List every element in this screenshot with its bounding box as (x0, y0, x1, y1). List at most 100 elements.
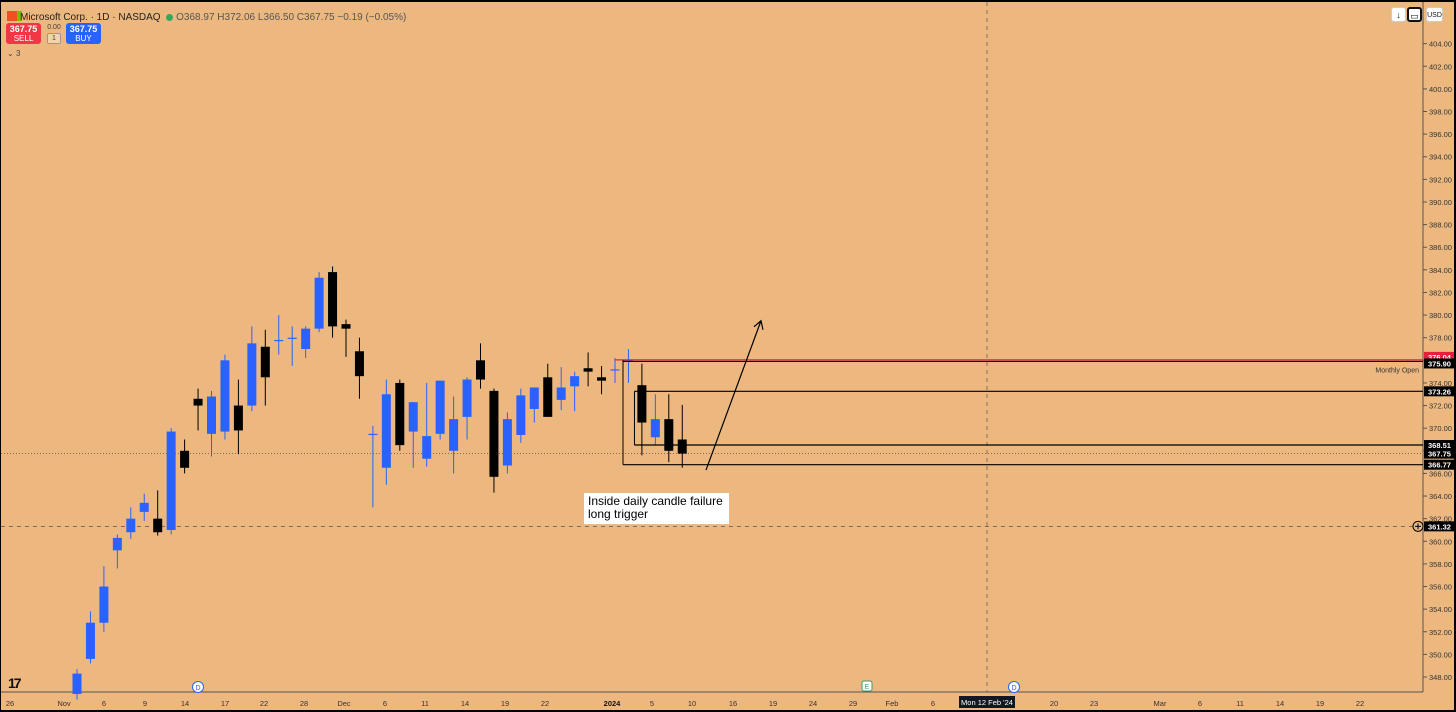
sell-label: SELL (13, 34, 34, 43)
candle (462, 377, 472, 440)
time-tick-label: 17 (221, 699, 229, 708)
candle-body (422, 436, 432, 459)
tradingview-logo[interactable]: 17 (8, 675, 22, 691)
candle-body (556, 387, 566, 400)
price-tick-label: 400.00 (1429, 85, 1452, 94)
screenshot-icon[interactable]: ▭ (1407, 7, 1422, 22)
candle (395, 379, 405, 451)
price-tick-label: 354.00 (1429, 605, 1452, 614)
price-label-text: 366.77 (1428, 461, 1451, 470)
candle-body (328, 272, 338, 327)
candle-body (597, 377, 607, 381)
market-status-icon (166, 13, 174, 21)
time-tick-label: 22 (541, 699, 549, 708)
price-tick-label: 380.00 (1429, 311, 1452, 320)
candle (153, 490, 163, 536)
candle (193, 388, 203, 431)
candle (637, 363, 647, 456)
price-label-box (1424, 440, 1454, 451)
price-tick-label: 356.00 (1429, 583, 1452, 592)
candle (597, 365, 607, 395)
price-tick-label: 402.00 (1429, 62, 1452, 71)
price-tick-label: 386.00 (1429, 243, 1452, 252)
candle-body (287, 337, 297, 339)
candle (85, 611, 95, 664)
candle-body (139, 502, 149, 512)
indicators-toggle[interactable]: ⌄ 3 (7, 49, 20, 58)
candle (381, 379, 391, 485)
candle (328, 266, 338, 338)
price-label-text: 368.51 (1428, 441, 1451, 450)
download-icon[interactable]: ↓ (1391, 7, 1406, 22)
price-tick-label: 384.00 (1429, 266, 1452, 275)
event-marker: D (1008, 681, 1020, 693)
price-tick-label: 348.00 (1429, 673, 1452, 682)
candle (650, 394, 660, 446)
candle (233, 379, 243, 455)
candle (247, 326, 257, 412)
annotation-line2: long trigger (588, 507, 649, 521)
candle-body (395, 382, 405, 446)
candle (72, 669, 82, 700)
candle (139, 493, 149, 521)
candle (610, 358, 620, 383)
candle-body (126, 518, 136, 533)
sell-button[interactable]: 367.75 SELL (6, 23, 41, 44)
candle (556, 367, 566, 411)
candle-body (274, 339, 284, 342)
time-tick-label: 26 (6, 699, 14, 708)
candle (529, 387, 539, 423)
time-tick-label: 23 (1090, 699, 1098, 708)
candle (435, 380, 445, 440)
candle-body (166, 431, 176, 530)
candle (166, 428, 176, 535)
time-tick-label: 19 (501, 699, 509, 708)
price-tick-label: 366.00 (1429, 469, 1452, 478)
price-label-box (1424, 448, 1454, 459)
price-label-text: 367.75 (1428, 450, 1451, 459)
candle-body (583, 368, 593, 372)
crosshair-plus-icon (1412, 520, 1424, 532)
price-label-text: 373.26 (1428, 387, 1451, 396)
earnings-marker-icon (861, 680, 873, 692)
candle (287, 326, 297, 366)
time-tick-label: 11 (421, 699, 429, 708)
quantity-field[interactable]: 1 (47, 33, 61, 44)
candle (489, 388, 499, 493)
candle-body (85, 622, 95, 659)
candle-body (72, 673, 82, 694)
candle-body (381, 394, 391, 468)
annotation-line1: Inside daily candle failure (588, 494, 723, 508)
price-tick-label: 392.00 (1429, 175, 1452, 184)
price-label-text: 361.32 (1428, 522, 1451, 531)
time-tick-label: 22 (1356, 699, 1364, 708)
time-tick-label: Dec (337, 699, 351, 708)
price-label-box (1424, 358, 1454, 369)
candle-body (637, 385, 647, 423)
candle-body (529, 387, 539, 409)
price-tick-label: 404.00 (1429, 40, 1452, 49)
annotation-note: Inside daily candle failure long trigger (584, 493, 729, 524)
candle-body (462, 379, 472, 417)
price-tick-label: 372.00 (1429, 402, 1452, 411)
buy-label: BUY (75, 34, 92, 43)
price-tick-label: 364.00 (1429, 492, 1452, 501)
candle (220, 354, 230, 440)
time-tick-label: 14 (1276, 699, 1284, 708)
time-tick-label: 5 (650, 699, 654, 708)
candle-body (516, 395, 526, 435)
buy-button[interactable]: 367.75 BUY (66, 23, 101, 44)
currency-button[interactable]: USD (1426, 7, 1443, 22)
symbol-title[interactable]: Microsoft Corp. · 1D · NASDAQ (20, 12, 161, 23)
candle-body (247, 343, 257, 406)
candle-body (543, 377, 553, 417)
time-tick-label: Feb (886, 699, 899, 708)
candle-body (207, 396, 216, 434)
candle-body (502, 419, 512, 466)
candle (623, 349, 633, 383)
candle (274, 315, 284, 355)
price-tick-label: 370.00 (1429, 424, 1452, 433)
